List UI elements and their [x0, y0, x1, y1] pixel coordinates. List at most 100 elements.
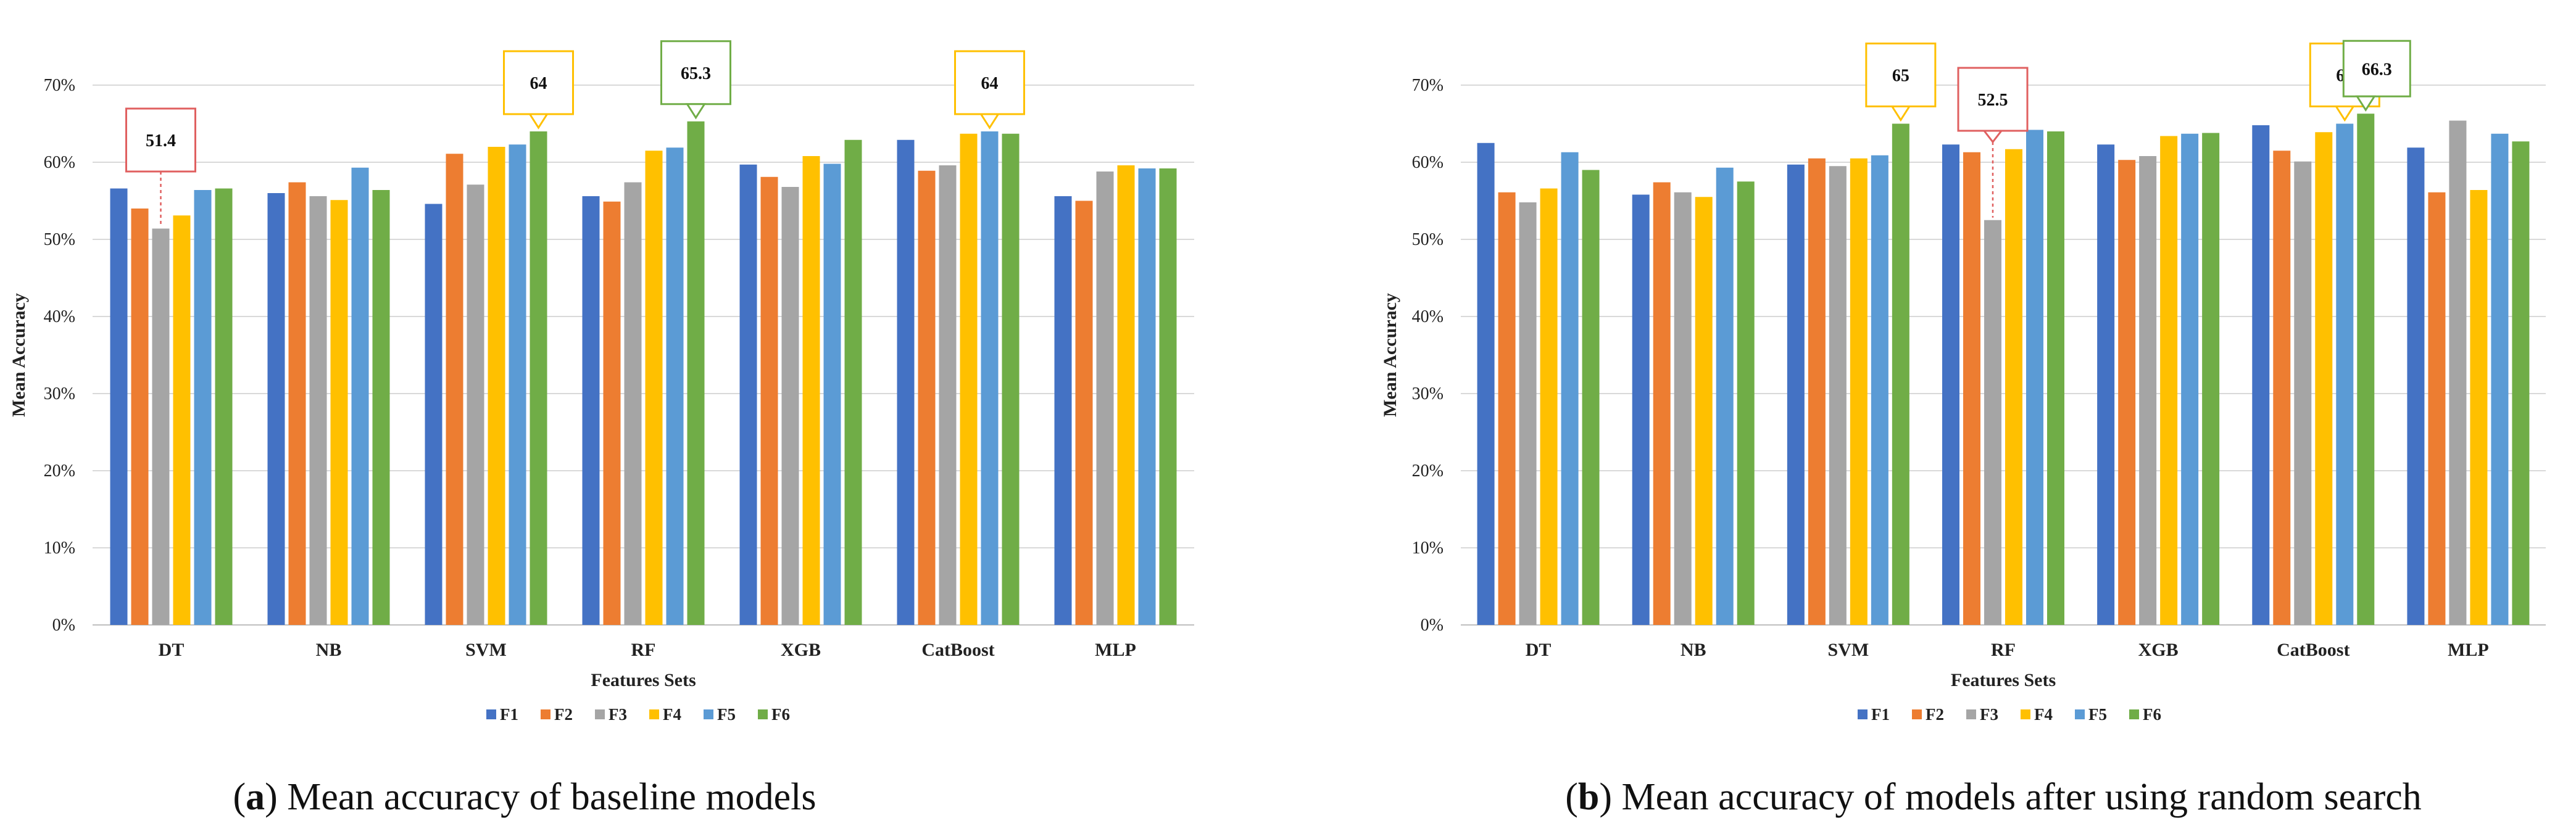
legend-swatch-F3 [595, 709, 605, 719]
bar-F4-DT [173, 215, 191, 625]
caption-letter: a [246, 776, 265, 818]
bar-F1-NB [267, 193, 285, 625]
y-tick-label: 60% [44, 153, 75, 172]
bar-F2-NB [1653, 182, 1671, 625]
bar-F3-NB [1674, 192, 1692, 625]
bar-F2-SVM [446, 154, 463, 625]
callout-pointer [2334, 105, 2356, 122]
y-tick-label: 20% [44, 461, 75, 481]
callout-label: 66.3 [2362, 60, 2392, 79]
bar-F3-DT [152, 228, 170, 625]
legend-label-F2: F2 [1926, 705, 1944, 724]
legend-swatch-F5 [2075, 709, 2085, 719]
callout-label: 51.4 [146, 131, 176, 151]
bar-F1-CatBoost [897, 139, 915, 625]
bar-F6-CatBoost [2357, 114, 2375, 625]
x-tick-label: NB [1681, 640, 1706, 660]
chart-baseline: 0% 10% 20% 30% 40% 50% 60% 70% DT NB SVM RF XGB CatBo… [9, 40, 1194, 818]
callout-SVM-F6: 65 [1865, 43, 1937, 122]
bar-F5-XGB [823, 163, 841, 625]
legend-label-F3: F3 [1980, 705, 1998, 724]
bar-F1-RF [582, 196, 600, 625]
x-tick-label: SVM [1828, 640, 1869, 660]
bar-F3-RF [1984, 220, 2001, 625]
bar-F1-SVM [1787, 164, 1805, 625]
bar-F6-SVM [1892, 123, 1909, 625]
callout-RF-F3: 52.5 [1957, 67, 2029, 218]
callout-pointer [685, 103, 707, 120]
x-tick-label: RF [631, 640, 656, 660]
bar-F2-XGB [2118, 160, 2136, 625]
bar-F2-MLP [2428, 192, 2446, 625]
bar-F4-NB [330, 200, 348, 625]
bar-F6-DT [1582, 170, 1600, 625]
legend-label-F6: F6 [2143, 705, 2161, 724]
bar-F2-XGB [760, 176, 778, 625]
legend-swatch-F6 [758, 709, 768, 719]
x-tick-label: MLP [1095, 640, 1136, 660]
callout-SVM-F6: 64 [503, 50, 574, 130]
bar-F3-MLP [2449, 120, 2467, 625]
y-axis-title: Mean Accuracy [1380, 293, 1400, 417]
legend-label-F1: F1 [500, 705, 518, 724]
legend-label-F5: F5 [2088, 705, 2107, 724]
y-tick-label: 40% [1412, 307, 1444, 326]
bar-F4-MLP [2470, 190, 2488, 625]
bar-F1-CatBoost [2252, 125, 2270, 625]
x-tick-label: MLP [2448, 640, 2489, 660]
caption-letter: b [1578, 776, 1599, 818]
bar-F2-MLP [1075, 200, 1093, 625]
bar-F4-SVM [488, 147, 505, 625]
bar-F3-XGB [2139, 156, 2157, 625]
figure-caption: (a) Mean accuracy of baseline models [233, 776, 816, 818]
bar-F5-RF [666, 147, 684, 625]
caption-text: ) Mean accuracy of baseline models [265, 776, 816, 818]
x-tick-label: DT [159, 640, 185, 660]
x-tick-label: SVM [465, 640, 507, 660]
bar-F5-NB [351, 167, 369, 625]
y-tick-label: 30% [44, 384, 75, 403]
bar-F1-SVM [425, 204, 442, 625]
bar-F3-SVM [1829, 166, 1847, 625]
bar-F4-SVM [1850, 158, 1868, 625]
y-tick-label: 50% [1412, 230, 1444, 249]
bar-F5-DT [1561, 152, 1579, 625]
callout-label: 64 [981, 74, 999, 93]
y-tick-label: 30% [1412, 384, 1444, 403]
bar-F1-NB [1632, 194, 1650, 625]
y-tick-label: 40% [44, 307, 75, 326]
x-tick-label: CatBoost [921, 640, 994, 660]
bar-F3-CatBoost [939, 165, 957, 625]
bar-F6-RF [687, 121, 705, 625]
callout-box [125, 107, 196, 173]
x-tick-label: XGB [781, 640, 821, 660]
y-tick-label: 20% [1412, 461, 1444, 481]
legend-swatch-F1 [486, 709, 496, 719]
x-tick-label: DT [1526, 640, 1552, 660]
bar-F3-XGB [781, 187, 799, 625]
x-tick-label: XGB [2138, 640, 2179, 660]
bar-F1-MLP [1054, 196, 1072, 625]
bar-F4-NB [1695, 197, 1713, 625]
callout-pointer [1982, 130, 2004, 144]
bar-F4-RF [645, 151, 663, 625]
bar-F2-DT [1498, 192, 1516, 625]
bar-F1-XGB [2097, 144, 2115, 625]
legend: F1 F2 F3 F4 F5 F6 [1858, 705, 2161, 724]
y-tick-label: 60% [1412, 153, 1444, 172]
legend-label-F4: F4 [2034, 705, 2053, 724]
bar-F5-MLP [2491, 133, 2509, 625]
bar-F3-RF [624, 182, 642, 625]
x-axis-title: Features Sets [1951, 670, 2056, 690]
legend-swatch-F4 [649, 709, 659, 719]
callout-box [2342, 39, 2411, 97]
figure-caption: (b) Mean accuracy of models after using … [1565, 776, 2422, 818]
legend-label-F3: F3 [609, 705, 627, 724]
callout-CatBoost-F6: 66.3 [2342, 39, 2411, 112]
bar-F2-RF [603, 201, 621, 625]
bar-F3-CatBoost [2294, 161, 2312, 625]
bar-F6-XGB [844, 139, 862, 625]
bar-F2-CatBoost [918, 170, 936, 625]
bar-F4-RF [2005, 149, 2022, 625]
